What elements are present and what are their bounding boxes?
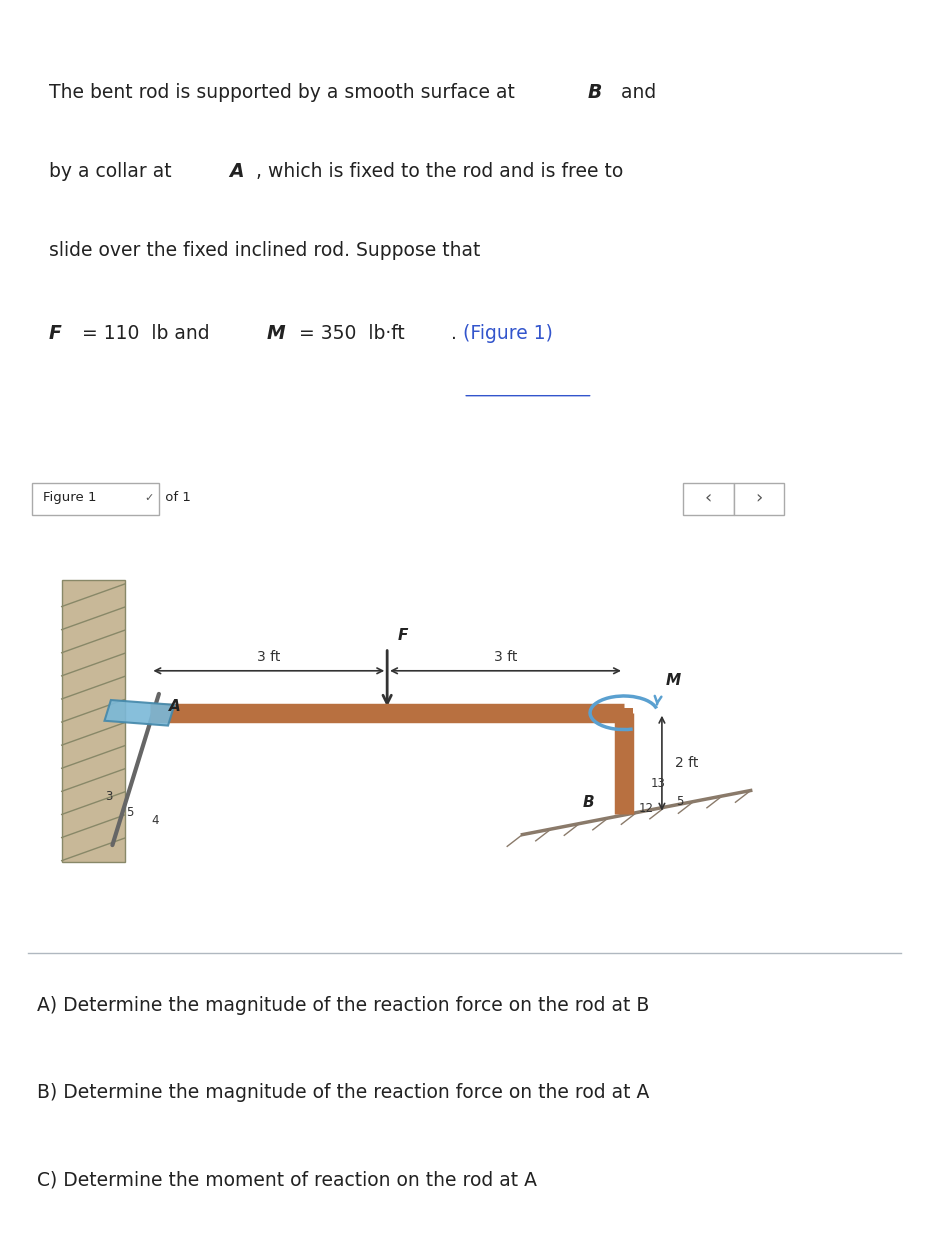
Text: 3 ft: 3 ft [494,650,517,665]
Text: M: M [665,674,680,689]
Text: = 110  lb and: = 110 lb and [76,324,215,342]
Text: = 350  lb·ft: = 350 lb·ft [293,324,405,342]
Text: The bent rod is supported by a smooth surface at: The bent rod is supported by a smooth su… [49,84,521,102]
Text: F: F [49,324,61,342]
Text: 5: 5 [125,806,133,819]
Polygon shape [105,700,174,725]
Text: ›: › [754,489,762,508]
Text: and: and [614,84,656,102]
Text: .: . [450,324,462,342]
Text: 4: 4 [150,814,159,828]
FancyBboxPatch shape [32,482,159,515]
Text: ‹: ‹ [704,489,711,508]
Polygon shape [61,580,125,862]
Text: , which is fixed to the rod and is free to: , which is fixed to the rod and is free … [256,162,623,181]
Text: B: B [582,795,594,810]
Text: 5: 5 [676,795,683,809]
Text: A: A [169,699,181,714]
Text: ✓: ✓ [145,492,154,502]
Text: 3 ft: 3 ft [257,650,280,665]
Text: B: B [586,84,601,102]
Text: 12: 12 [638,802,653,815]
Text: 3: 3 [105,790,112,804]
Text: B) Determine the magnitude of the reaction force on the rod at A: B) Determine the magnitude of the reacti… [37,1084,649,1102]
Text: M: M [266,324,285,342]
Text: by a collar at: by a collar at [49,162,177,181]
Text: Figure 1: Figure 1 [43,491,97,505]
FancyBboxPatch shape [682,482,733,515]
Text: A) Determine the magnitude of the reaction force on the rod at B: A) Determine the magnitude of the reacti… [37,996,649,1015]
FancyBboxPatch shape [733,482,783,515]
Text: C) Determine the moment of reaction on the rod at A: C) Determine the moment of reaction on t… [37,1171,536,1190]
Text: (Figure 1): (Figure 1) [463,324,552,342]
Text: slide over the fixed inclined rod. Suppose that: slide over the fixed inclined rod. Suppo… [49,241,480,260]
Text: F: F [397,628,407,642]
Text: A: A [229,162,243,181]
Text: 2 ft: 2 ft [674,756,697,770]
Text: of 1: of 1 [161,491,190,505]
Text: 13: 13 [651,776,665,790]
Polygon shape [614,709,633,717]
